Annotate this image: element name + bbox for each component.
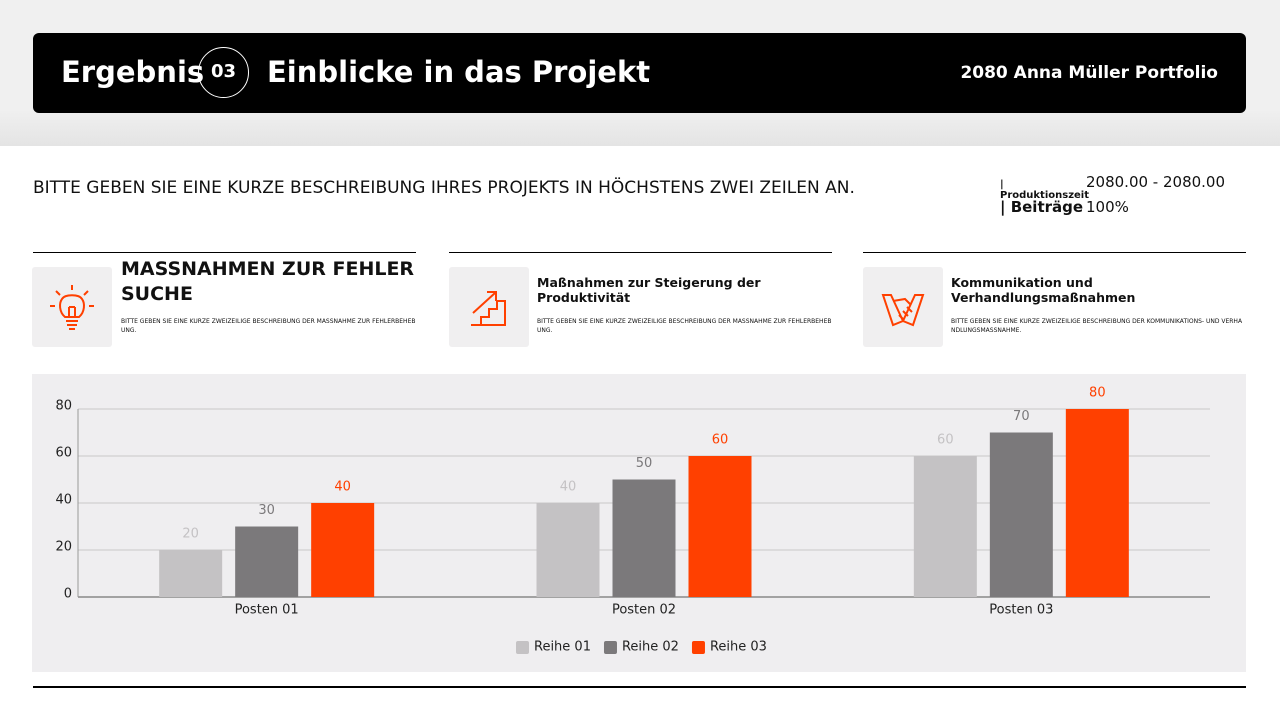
x-tick-label: Posten 02 xyxy=(612,603,676,618)
legend-swatch xyxy=(603,641,617,654)
meta-value: 2080.00 - 2080.00 xyxy=(1086,173,1226,191)
bar xyxy=(612,479,676,597)
y-tick-label: 60 xyxy=(55,446,72,461)
meta-row: | Produktionszeit 2080.00 - 2080.00 xyxy=(1000,173,1226,201)
data-label: 50 xyxy=(636,456,653,471)
legend-label: Reihe 02 xyxy=(622,640,679,655)
data-label: 20 xyxy=(182,527,199,542)
header-brand: 2080 Anna Müller Portfolio xyxy=(960,63,1218,83)
meta-label: | Beiträge xyxy=(1000,198,1084,216)
legend-label: Reihe 01 xyxy=(534,640,591,655)
data-label: 60 xyxy=(712,433,729,448)
card: Kommunikation und Verhandlungsmaßnahmen … xyxy=(863,252,1246,349)
icon-handshake xyxy=(863,267,943,347)
description: BITTE GEBEN SIE EINE KURZE BESCHREIBUNG … xyxy=(33,178,855,198)
data-label: 30 xyxy=(258,503,275,518)
data-label: 40 xyxy=(560,480,577,495)
legend-swatch xyxy=(516,641,529,654)
y-tick-label: 80 xyxy=(55,399,72,414)
data-label: 70 xyxy=(1013,409,1030,424)
data-label: 60 xyxy=(937,433,954,448)
data-label: 80 xyxy=(1089,386,1106,401)
bar xyxy=(311,503,375,597)
meta: | Produktionszeit 2080.00 - 2080.00 | Bei… xyxy=(1000,173,1225,223)
meta-label: | Produktionszeit xyxy=(1000,179,1090,201)
card-title: MASSNAHMEN ZUR FEHLERSUCHE xyxy=(121,258,415,305)
icon-bulb xyxy=(32,267,112,347)
bar xyxy=(159,550,223,597)
card: Maßnahmen zur Steigerung der Produktivit… xyxy=(449,252,832,349)
card: MASSNAHMEN ZUR FEHLERSUCHE BITTE GEBEN S… xyxy=(32,252,416,349)
x-tick-label: Posten 03 xyxy=(989,603,1053,618)
bar xyxy=(688,456,752,597)
card-text: BITTE GEBEN SIE EINE KURZE ZWEIZEILIGE B… xyxy=(951,318,1243,334)
legend-swatch xyxy=(691,641,705,654)
bar xyxy=(235,526,299,597)
bar xyxy=(1065,409,1129,597)
bar xyxy=(536,503,600,597)
header-number: 03 xyxy=(198,47,249,98)
card-text: BITTE GEBEN SIE EINE KURZE ZWEIZEILIGE B… xyxy=(121,318,416,334)
divider xyxy=(33,686,1246,688)
y-tick-label: 0 xyxy=(64,587,72,602)
legend-label: Reihe 03 xyxy=(710,640,767,655)
chart: 0 20 40 60 80 Posten 01 20 30 40 Posten 02 40 50 60 P… xyxy=(55,386,1210,655)
y-tick-label: 20 xyxy=(55,540,72,555)
meta-row: | Beiträge 100% xyxy=(1000,198,1225,223)
card-text: BITTE GEBEN SIE EINE KURZE ZWEIZEILIGE B… xyxy=(537,318,832,334)
data-label: 40 xyxy=(334,480,351,495)
x-tick-label: Posten 01 xyxy=(235,603,299,618)
header-title: Ergebnis xyxy=(61,55,205,89)
bar xyxy=(989,432,1053,597)
header: Ergebnis 03 Einblicke in das Projekt 208… xyxy=(33,33,1246,113)
card-title: Kommunikation und Verhandlungsmaßnahmen xyxy=(951,275,1136,305)
header-subtitle: Einblicke in das Projekt xyxy=(267,55,651,89)
icon-stairs xyxy=(449,267,529,347)
card-title: Maßnahmen zur Steigerung der Produktivit… xyxy=(537,275,761,305)
bar xyxy=(913,456,977,597)
meta-value: 100% xyxy=(1086,198,1129,216)
chart-panel: 0 20 40 60 80 Posten 01 20 30 40 Posten 02 40 50 60 P… xyxy=(32,374,1246,672)
y-tick-label: 40 xyxy=(55,493,72,508)
